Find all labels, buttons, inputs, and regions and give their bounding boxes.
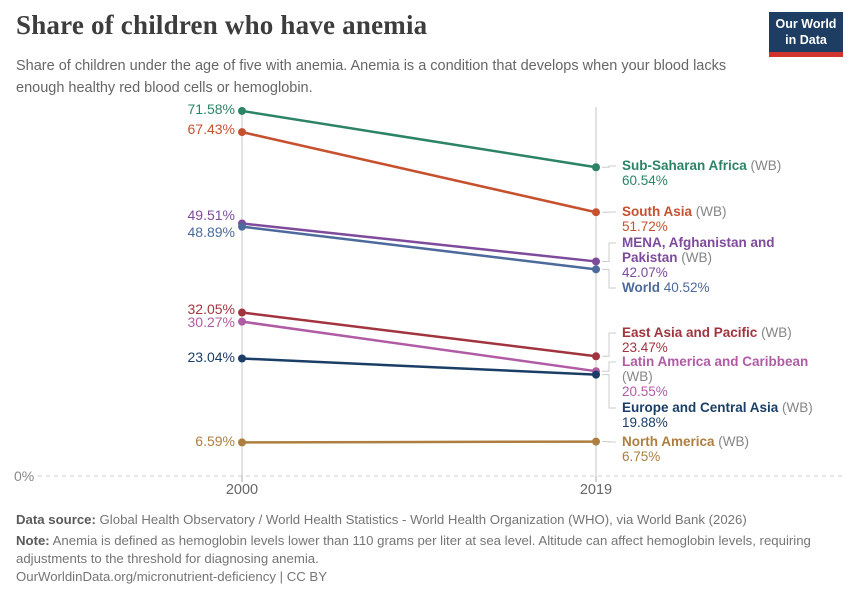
series-line-mena-afghanistan-and-pakistan[interactable] [241,222,597,263]
series-dot-start[interactable] [238,308,246,317]
chart-title: Share of children who have anemia [16,10,428,40]
start-value-label: 23.04% [187,349,235,365]
owid-logo[interactable]: Our World in Data [769,12,843,57]
series-suffix: (WB) [622,369,653,384]
owid-logo-line1: Our World [775,17,837,31]
data-source-text: Global Health Observatory / World Health… [95,512,747,527]
citation-link[interactable]: OurWorldinData.org/micronutrient-deficie… [16,569,328,584]
start-value-label: 6.59% [195,433,235,449]
end-value-label: 60.54% [622,173,668,188]
note-line: Note: Anemia is defined as hemoglobin le… [16,532,834,567]
start-value-label: 32.05% [187,301,235,317]
start-value-label: 71.58% [187,101,235,117]
series-label-mena-afghanistan-and-pakistan[interactable]: MENA, Afghanistan and Pakistan (WB) 42.07… [622,235,814,280]
series-line-latin-america-and-caribbean[interactable] [241,320,597,373]
start-value-label: 67.43% [187,121,235,137]
series-name: Sub-Saharan Africa [622,158,747,173]
data-source-label: Data source: [16,512,96,527]
series-dot-end[interactable] [592,257,600,266]
end-value-label: 51.72% [622,219,668,234]
series-dot-start[interactable] [238,354,246,363]
series-dot-start[interactable] [238,317,246,326]
series-name: Latin America and Caribbean [622,354,809,369]
series-label-latin-america-and-caribbean[interactable]: Latin America and Caribbean (WB) 20.55% [622,354,814,399]
series-dot-start[interactable] [238,106,246,115]
series-name: East Asia and Pacific [622,325,758,340]
series-dot-end[interactable] [592,208,600,217]
series-line-south-asia[interactable] [241,130,597,214]
data-source-line: Data source: Global Health Observatory /… [16,511,834,529]
series-line-world[interactable] [241,225,597,271]
note-text: Anemia is defined as hemoglobin levels l… [16,533,811,566]
note-label: Note: [16,533,50,548]
series-line-sub-saharan-africa[interactable] [241,109,597,169]
chart-subtitle: Share of children under the age of five … [16,58,727,96]
end-value-label: 23.47% [622,340,668,355]
label-connector [602,361,616,372]
series-dot-end[interactable] [592,370,600,379]
series-dot-end[interactable] [592,163,600,172]
series-name: World [622,280,660,295]
series-dot-start[interactable] [238,222,246,231]
x-tick-label-2000: 2000 [225,482,259,498]
series-line-east-asia-and-pacific[interactable] [241,311,597,358]
label-connector [602,332,616,357]
series-dot-end[interactable] [592,352,600,361]
series-name: South Asia [622,204,693,219]
series-line-north-america[interactable] [241,440,597,444]
end-value-label: 6.75% [622,449,661,464]
series-label-europe-and-central-asia[interactable]: Europe and Central Asia (WB) 19.88% [622,400,814,430]
series-dot-start[interactable] [238,128,246,137]
series-name: North America [622,434,715,449]
series-dot-end[interactable] [592,437,600,446]
series-label-sub-saharan-africa[interactable]: Sub-Saharan Africa (WB) 60.54% [622,158,814,188]
x-tick-label-2019: 2019 [579,482,613,498]
series-label-east-asia-and-pacific[interactable]: East Asia and Pacific (WB) 23.47% [622,325,814,355]
start-value-label: 49.51% [187,207,235,223]
series-line-europe-and-central-asia[interactable] [241,357,597,376]
series-label-south-asia[interactable]: South Asia (WB) 51.72% [622,204,814,234]
series-dot-start[interactable] [238,438,246,447]
end-value-label: 42.07% [622,265,668,280]
label-connector [602,374,616,409]
owid-logo-line2: in Data [785,32,827,47]
series-name: MENA, Afghanistan and Pakistan [622,235,775,265]
series-suffix: (WB) [757,325,792,340]
series-dot-end[interactable] [592,265,600,274]
end-value-label: 20.55% [622,384,668,399]
series-suffix: (WB) [714,434,750,449]
series-suffix: (WB) [778,400,813,415]
end-value-label: 40.52% [660,280,710,295]
series-suffix: (WB) [746,158,782,173]
series-label-north-america[interactable]: North America (WB) 6.75% [622,434,814,464]
label-connector [602,268,616,289]
y-axis-zero-label: 0% [14,468,35,484]
series-name: Europe and Central Asia [622,400,779,415]
end-value-label: 19.88% [622,415,668,430]
series-suffix: (WB) [677,250,713,265]
series-label-world[interactable]: World 40.52% [622,280,814,295]
start-value-label: 30.27% [187,314,235,330]
series-suffix: (WB) [692,204,727,219]
start-value-label: 48.89% [187,224,235,240]
label-connector [602,165,616,168]
label-connector [602,242,616,262]
